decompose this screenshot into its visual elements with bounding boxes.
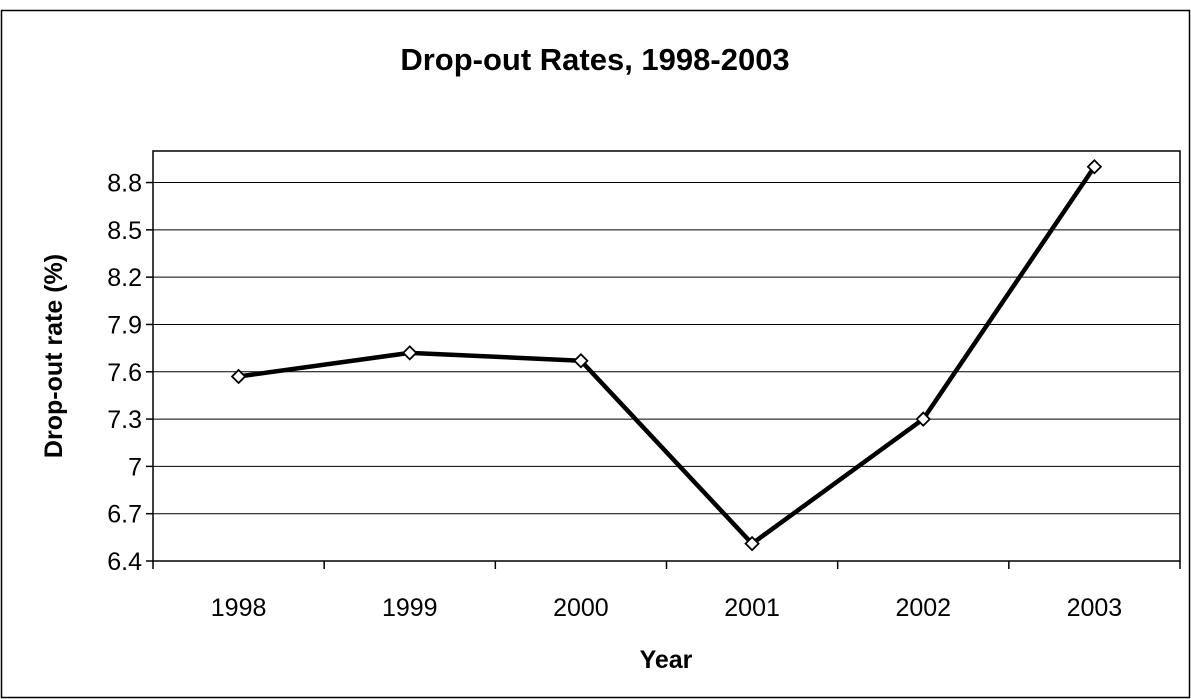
x-tick-label: 2001 [724,594,780,622]
x-tick-label: 2003 [1067,594,1123,622]
x-tick-label: 1999 [382,594,438,622]
y-tick-label: 6.7 [107,501,142,529]
y-tick-label: 7.6 [107,359,142,387]
x-tick-label: 2000 [553,594,609,622]
data-point-marker [401,345,418,361]
data-point-marker [573,352,589,369]
y-tick-label: 7 [128,453,142,481]
data-point-marker [915,411,932,427]
series-line [238,165,1097,546]
chart-title: Drop-out Rates, 1998-2003 [400,42,789,77]
y-axis: 6.4 6.7 7 7.3 7.6 7.9 8.2 8.5 8.8 [107,170,153,576]
gridlines [153,182,1180,515]
y-tick-label: 7.9 [107,311,142,339]
data-point-marker [744,535,760,552]
x-axis: 1998 1999 2000 2001 2002 2003 [152,561,1181,622]
y-tick-label: 6.4 [107,548,142,576]
y-axis-title: Drop-out rate (%) [40,254,68,458]
chart-border [0,9,1191,699]
y-tick-label: 7.3 [107,406,142,434]
data-point-marker [230,368,247,385]
data-point-marker [1086,158,1103,175]
data-series [230,158,1103,552]
x-tick-label: 1998 [211,594,267,622]
y-tick-label: 8.8 [107,170,142,198]
x-axis-title: Year [640,646,693,674]
x-tick-label: 2002 [895,594,951,622]
y-tick-label: 8.2 [107,264,142,292]
y-tick-label: 8.5 [107,217,142,245]
